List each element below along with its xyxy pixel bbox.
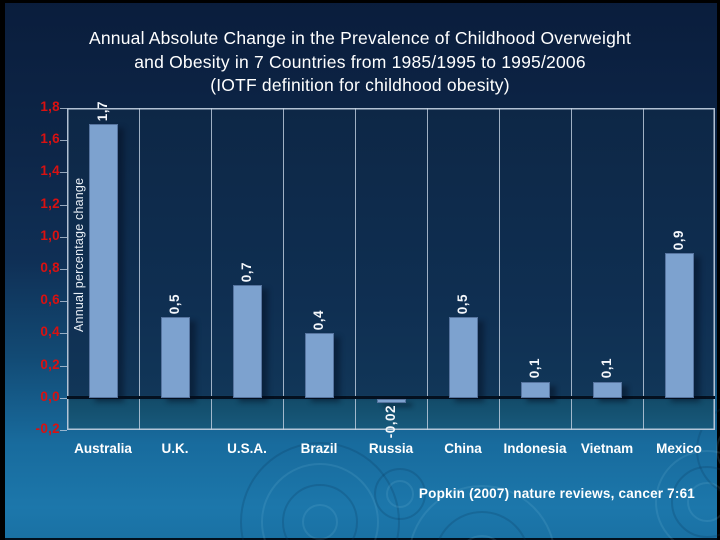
y-axis-tick-label: 1,6 bbox=[40, 131, 60, 147]
column-separator-line bbox=[426, 108, 428, 430]
bar-value-label-russia: -0,02 bbox=[382, 405, 398, 439]
bar-mexico bbox=[664, 252, 694, 398]
column-separator-line bbox=[642, 108, 644, 430]
chart-title-line-1: Annual Absolute Change in the Prevalence… bbox=[88, 28, 632, 48]
x-category-label-brazil: Brazil bbox=[300, 441, 338, 456]
y-axis-tick-label: 1,4 bbox=[40, 163, 60, 179]
y-axis-tick-mark bbox=[60, 269, 67, 270]
bar-value-label-usa: 0,7 bbox=[238, 261, 254, 283]
column-separator-line bbox=[282, 108, 284, 430]
column-separator-line bbox=[570, 108, 572, 430]
column-separator-line bbox=[210, 108, 212, 430]
y-axis-tick-mark bbox=[60, 236, 67, 238]
y-axis-tick-label: 0,0 bbox=[40, 388, 60, 404]
bar-uk bbox=[160, 317, 190, 398]
y-axis-tick-mark bbox=[60, 333, 67, 335]
y-axis-tick-label: 0,2 bbox=[40, 356, 60, 372]
x-category-label-australia: Australia bbox=[74, 441, 132, 456]
ripple-ring bbox=[458, 535, 506, 540]
x-category-label-indonesia: Indonesia bbox=[503, 441, 567, 456]
y-axis-tick-label: 0,6 bbox=[40, 292, 60, 308]
bar-australia bbox=[88, 124, 118, 398]
ripple-ring bbox=[671, 466, 720, 538]
bar-russia bbox=[376, 399, 406, 403]
source-citation: Popkin (2007) nature reviews, cancer 7:6… bbox=[418, 486, 695, 501]
bar-vietnam bbox=[592, 381, 622, 398]
y-axis-tick-mark bbox=[60, 430, 67, 431]
y-axis-tick-label: -0,2 bbox=[35, 421, 60, 436]
bar-value-label-mexico: 0,9 bbox=[670, 229, 686, 250]
y-axis-tick-label: 0,4 bbox=[40, 324, 60, 340]
ripple-ring bbox=[302, 504, 338, 540]
plot-area: 1,7 0,5 0,7 0,4 -0,02 0,5 0,1 0,1 0,9 bbox=[67, 101, 715, 438]
x-category-label-russia: Russia bbox=[368, 441, 414, 456]
y-axis-tick-mark bbox=[60, 108, 67, 109]
ripple-ring bbox=[434, 511, 530, 540]
bar-usa bbox=[232, 285, 262, 398]
y-axis-tick-mark bbox=[60, 204, 67, 206]
bar-value-label-uk: 0,5 bbox=[166, 294, 182, 315]
bar-value-label-china: 0,5 bbox=[454, 294, 470, 315]
chart-title-line-3: (IOTF definition for childhood obesity) bbox=[210, 75, 510, 95]
bar-value-label-indonesia: 0,1 bbox=[526, 358, 542, 379]
y-axis-tick-mark bbox=[60, 365, 67, 367]
ripple-ring bbox=[261, 463, 379, 540]
bar-brazil bbox=[304, 333, 334, 398]
y-axis-title: Annual percentage change bbox=[72, 177, 86, 332]
y-axis-tick-mark bbox=[60, 301, 67, 303]
bar-value-label-brazil: 0,4 bbox=[310, 310, 326, 331]
bar-indonesia bbox=[520, 381, 550, 398]
column-separator-line bbox=[138, 108, 140, 430]
x-category-label-china: China bbox=[444, 441, 482, 456]
ripple-ring bbox=[282, 484, 358, 540]
y-axis-tick-label: 1,2 bbox=[40, 195, 60, 211]
ripple-ring bbox=[386, 480, 414, 508]
column-separator-line bbox=[498, 108, 500, 430]
x-category-label-vietnam: Vietnam bbox=[580, 441, 634, 456]
y-axis-tick-label: 1,0 bbox=[40, 227, 60, 243]
column-separator-line bbox=[354, 108, 356, 430]
zero-axis-line bbox=[67, 396, 715, 400]
bar-value-label-vietnam: 0,1 bbox=[598, 358, 614, 379]
bar-value-label-australia: 1,7 bbox=[94, 100, 110, 122]
chart-title: Annual Absolute Change in the Prevalence… bbox=[0, 27, 720, 98]
y-axis-tick-label: 1,8 bbox=[40, 99, 60, 114]
ripple-ring bbox=[716, 422, 720, 478]
y-axis-tick-label: 0,8 bbox=[40, 260, 60, 275]
bar-china bbox=[448, 317, 478, 398]
y-axis-tick-mark bbox=[60, 397, 67, 399]
chart-title-line-2: and Obesity in 7 Countries from 1985/199… bbox=[134, 51, 586, 72]
y-axis-tick-mark bbox=[60, 140, 67, 142]
x-category-label-uk: U.K. bbox=[161, 441, 189, 456]
x-category-label-usa: U.S.A. bbox=[227, 441, 267, 456]
x-category-label-mexico: Mexico bbox=[656, 441, 702, 456]
y-axis-tick-mark bbox=[60, 172, 67, 174]
